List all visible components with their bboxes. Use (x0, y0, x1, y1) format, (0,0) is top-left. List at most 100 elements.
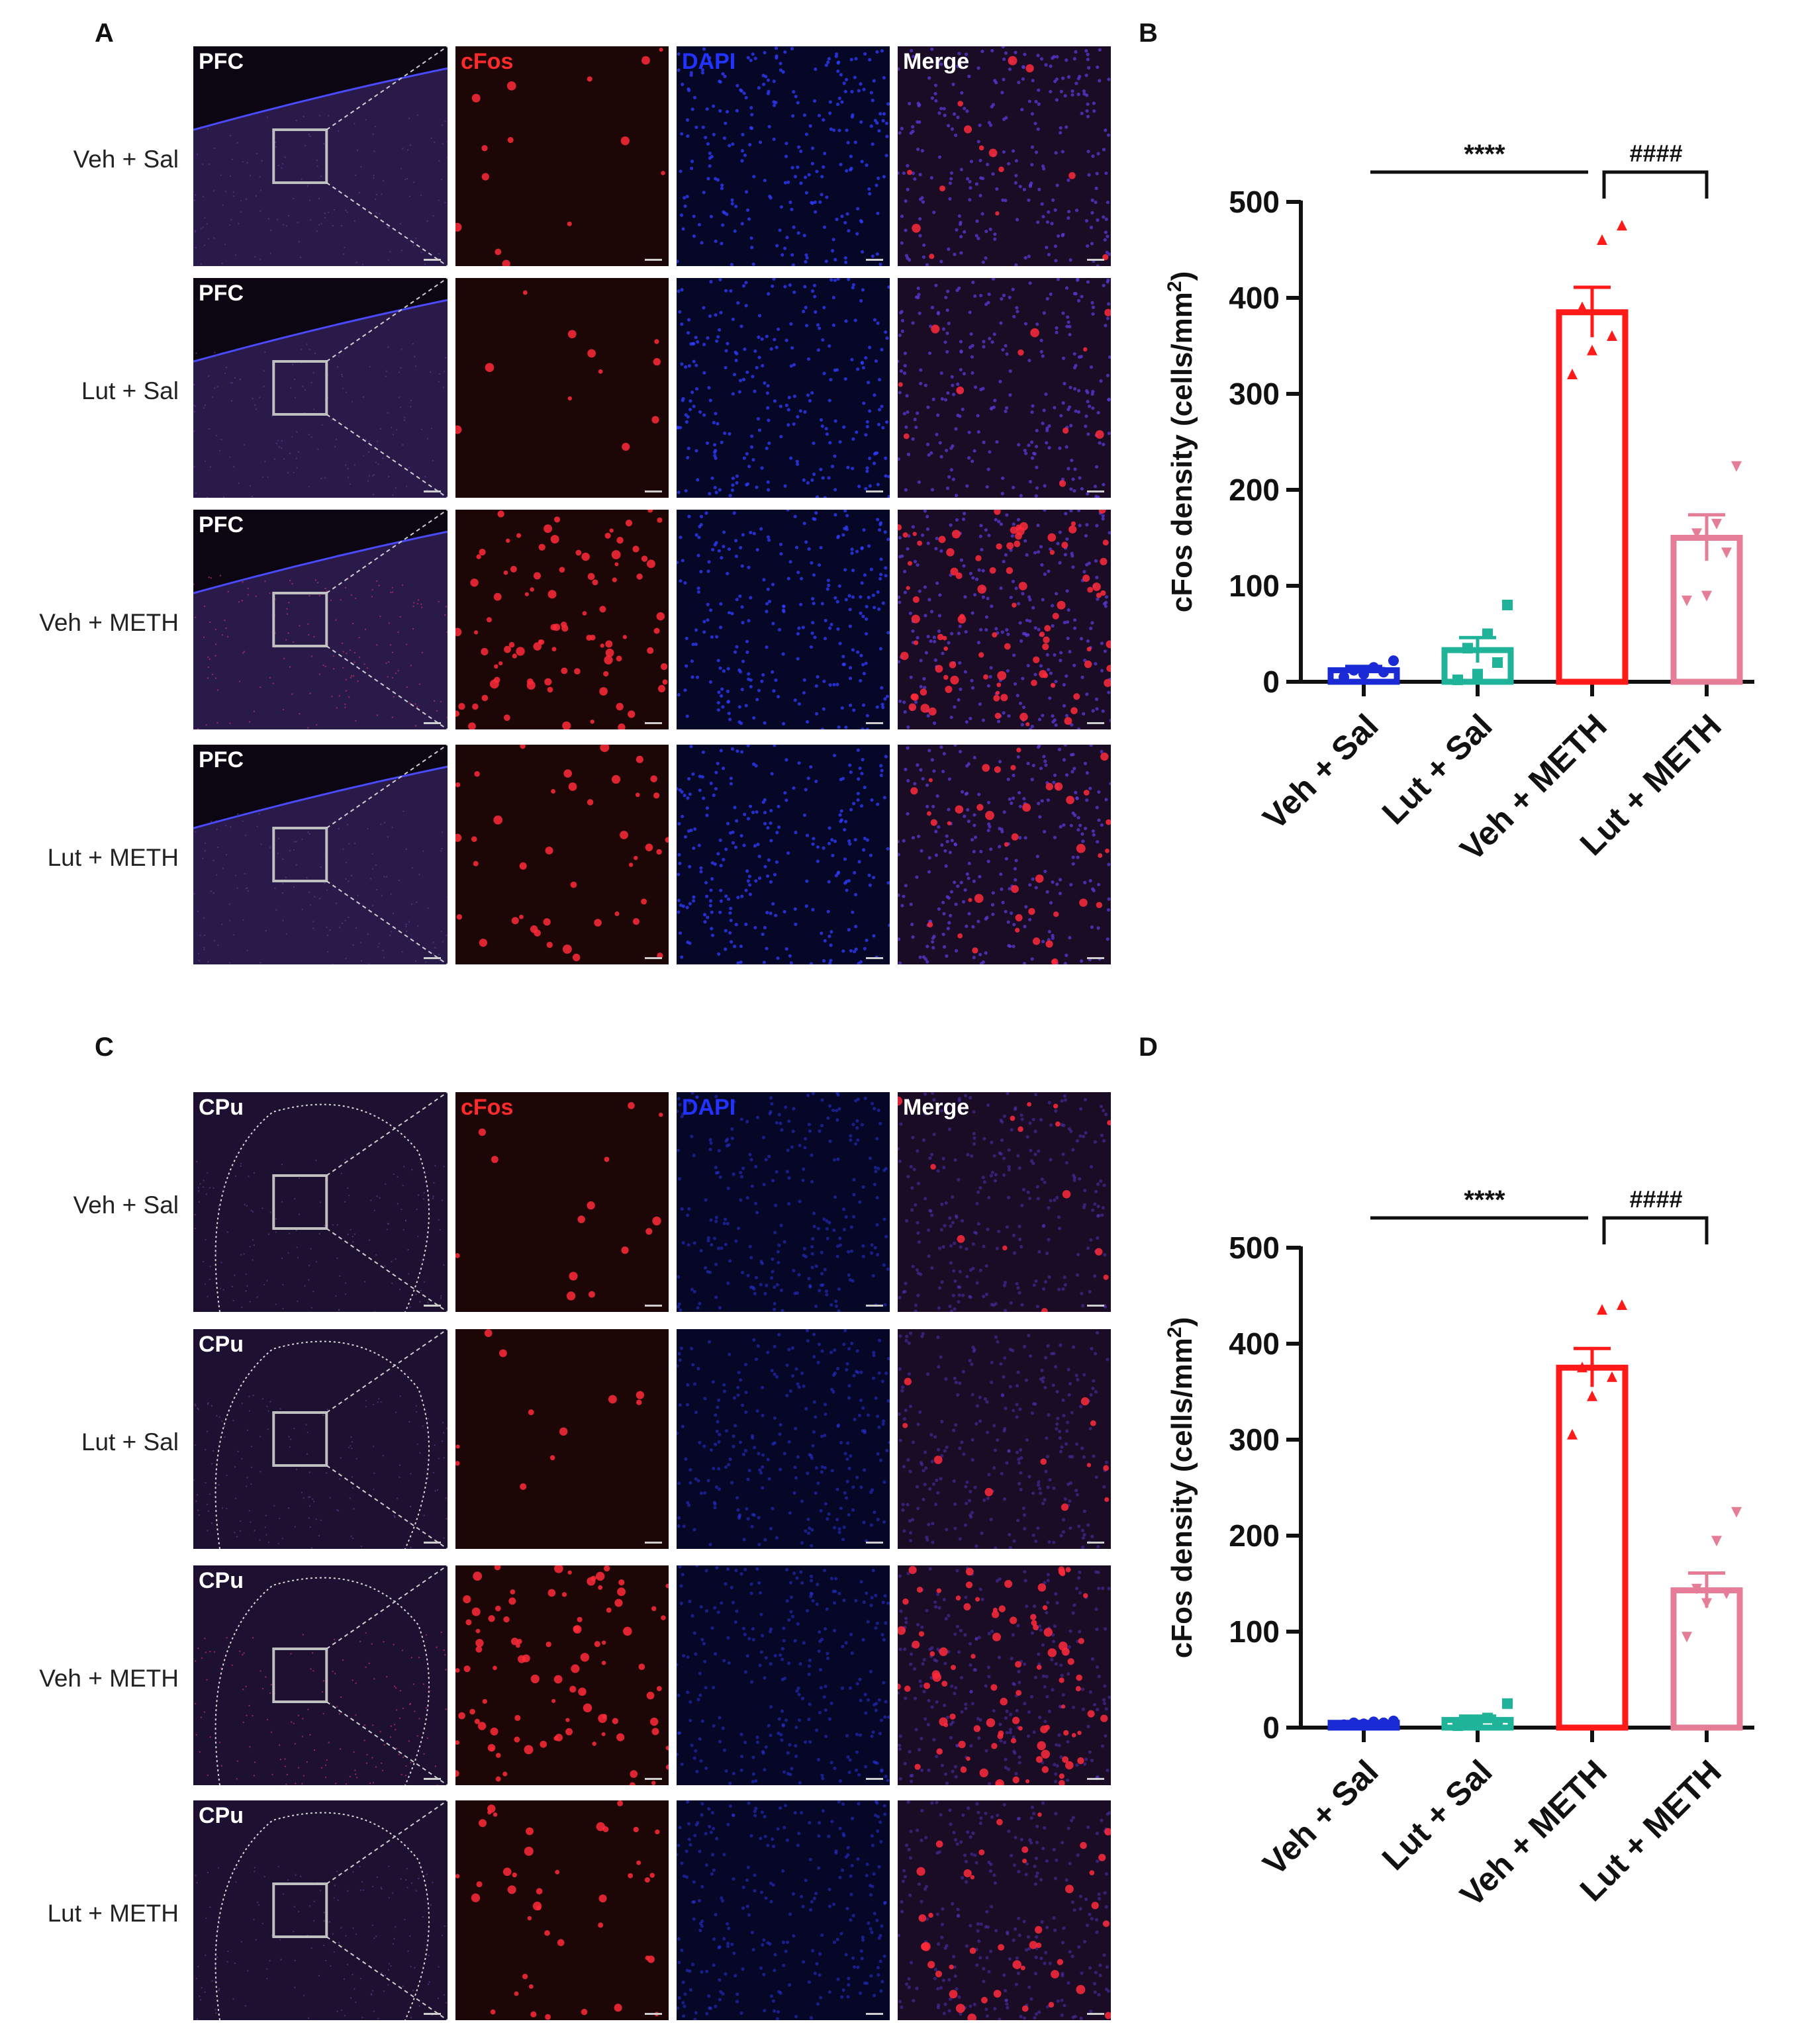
scale-bar (424, 1778, 441, 1780)
y-tick-label: 100 (1229, 1614, 1280, 1649)
data-point (1388, 1715, 1399, 1726)
data-point (1721, 1589, 1732, 1599)
scale-bar (1087, 259, 1104, 261)
dapi-micrograph (677, 1800, 890, 2020)
scale-bar (424, 722, 441, 724)
x-tick-label: Lut + Sal (1375, 707, 1499, 831)
dapi-micrograph: DAPI (677, 1092, 890, 1312)
data-point (1597, 234, 1607, 245)
scale-bar (645, 957, 662, 959)
scale-bar (866, 490, 883, 492)
y-tick-label: 300 (1229, 1422, 1280, 1457)
data-point (1711, 518, 1722, 530)
data-point (1378, 667, 1389, 678)
region-label: CPu (199, 1332, 244, 1357)
data-point (1502, 600, 1513, 610)
y-tick-label: 200 (1229, 473, 1280, 507)
channel-label: DAPI (682, 49, 736, 74)
row-label: Veh + Sal (73, 146, 179, 173)
x-tick-label: Lut + Sal (1375, 1753, 1499, 1877)
data-point (1577, 1362, 1587, 1373)
scale-bar (866, 722, 883, 724)
data-point (1462, 643, 1473, 654)
merge-micrograph (898, 278, 1111, 498)
scale-bar (1087, 1542, 1104, 1544)
data-point (1388, 655, 1399, 667)
scale-bar (424, 490, 441, 492)
scale-bar (1087, 1778, 1104, 1780)
scale-bar (645, 1542, 662, 1544)
panel-letter-a: A (95, 19, 114, 48)
merge-micrograph: Merge (898, 1092, 1111, 1312)
scale-bar (645, 490, 662, 492)
data-point (1682, 1632, 1692, 1643)
data-point (1368, 1716, 1379, 1728)
cfos-micrograph (455, 1329, 669, 1549)
data-point (1452, 1720, 1463, 1732)
bar-chart-cpu: cFos density (cells/mm2) 0 100 200 300 400 500… (1164, 1185, 1754, 1914)
region-label: PFC (199, 512, 244, 537)
significance-label: #### (1629, 1185, 1682, 1213)
data-point (1482, 628, 1493, 639)
overview-micrograph: PFC (193, 510, 448, 729)
merge-micrograph (898, 1800, 1111, 2020)
y-tick-label: 400 (1229, 281, 1280, 315)
merge-micrograph (898, 1565, 1111, 1785)
data-point (1472, 669, 1483, 680)
cfos-micrograph (455, 745, 669, 964)
cfos-micrograph (455, 278, 669, 498)
data-point (1617, 1299, 1627, 1310)
panel-letter-b: B (1139, 19, 1158, 48)
scale-bar (424, 2013, 441, 2015)
data-point (1597, 1304, 1607, 1315)
bar-3 (1556, 309, 1629, 685)
row-label: Lut + METH (47, 844, 179, 871)
dapi-micrograph (677, 1565, 890, 1785)
data-point (1349, 1717, 1359, 1728)
region-label: CPu (199, 1568, 244, 1593)
channel-label: DAPI (682, 1095, 736, 1120)
scale-bar (424, 259, 441, 261)
significance-label: **** (1464, 1185, 1505, 1215)
panel-letter-d: D (1139, 1033, 1158, 1062)
scale-bar (645, 2013, 662, 2015)
scale-bar (866, 1778, 883, 1780)
region-label: PFC (199, 49, 244, 74)
data-point (1701, 1598, 1712, 1609)
overview-micrograph: CPu (193, 1800, 448, 2020)
data-point (1731, 461, 1742, 472)
data-point (1358, 1718, 1369, 1730)
data-point (1462, 1714, 1473, 1726)
data-point (1587, 1390, 1597, 1401)
y-tick-label: 0 (1262, 665, 1280, 699)
scale-bar (645, 1778, 662, 1780)
scale-bar (424, 1542, 441, 1544)
row-label: Lut + METH (47, 1900, 179, 1927)
scale-bar (1087, 722, 1104, 724)
panel-letter-c: C (95, 1033, 114, 1062)
data-point (1339, 1719, 1349, 1730)
scale-bar (424, 1305, 441, 1307)
scale-bar (866, 1305, 883, 1307)
y-tick-label: 200 (1229, 1518, 1280, 1553)
data-point (1731, 1507, 1742, 1518)
cfos-micrograph (455, 510, 669, 729)
data-point (1691, 1583, 1702, 1595)
overview-micrograph: PFC (193, 46, 448, 266)
dapi-micrograph (677, 745, 890, 964)
region-label: CPu (199, 1095, 244, 1120)
scale-bar (1087, 1305, 1104, 1307)
data-point (1577, 301, 1587, 312)
y-tick-label: 500 (1229, 1231, 1280, 1265)
data-point (1567, 369, 1578, 379)
bar-3 (1556, 1364, 1629, 1731)
cfos-micrograph (455, 1565, 669, 1785)
overview-micrograph: CPu (193, 1565, 448, 1785)
dapi-micrograph: DAPI (677, 46, 890, 266)
data-point (1378, 1717, 1389, 1728)
channel-label: cFos (461, 1095, 514, 1120)
significance-bracket (1602, 170, 1709, 199)
scale-bar (645, 722, 662, 724)
data-point (1349, 665, 1359, 676)
data-point (1368, 662, 1379, 673)
